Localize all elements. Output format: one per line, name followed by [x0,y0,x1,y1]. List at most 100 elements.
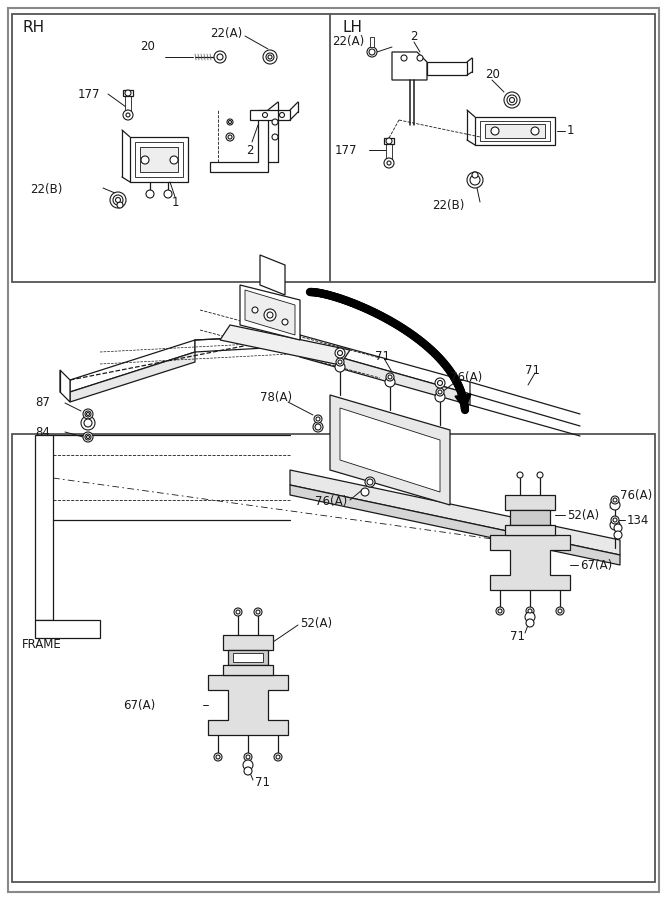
Circle shape [263,112,267,118]
Circle shape [507,95,517,105]
Polygon shape [123,90,133,96]
Polygon shape [260,255,285,295]
Circle shape [81,416,95,430]
Circle shape [525,612,535,622]
Circle shape [517,472,523,478]
Circle shape [83,409,93,419]
Circle shape [504,92,520,108]
Circle shape [85,434,91,440]
Circle shape [388,375,392,379]
Circle shape [264,309,276,321]
Text: 71: 71 [510,631,525,644]
Polygon shape [140,147,178,172]
Circle shape [117,202,123,208]
Circle shape [610,520,620,530]
Text: 87: 87 [35,397,50,410]
Text: LH: LH [342,21,362,35]
Text: 84: 84 [35,426,50,438]
Circle shape [256,610,260,614]
Polygon shape [505,525,555,535]
Polygon shape [130,137,188,182]
Circle shape [496,607,504,615]
Text: 22(A): 22(A) [210,28,242,40]
Circle shape [234,608,242,616]
Circle shape [335,348,345,358]
Polygon shape [330,395,450,505]
Circle shape [227,119,233,125]
Circle shape [272,119,278,125]
Circle shape [216,755,220,759]
Polygon shape [223,635,273,650]
Polygon shape [490,535,570,590]
Circle shape [614,524,622,532]
Text: 67(A): 67(A) [123,698,155,712]
Text: 177: 177 [335,143,358,157]
Polygon shape [240,285,300,340]
Circle shape [335,362,345,372]
Polygon shape [35,435,53,620]
Circle shape [556,607,564,615]
Circle shape [141,156,149,164]
Circle shape [126,113,130,117]
Circle shape [244,767,252,775]
Bar [370,37,374,47]
Polygon shape [135,142,183,177]
Circle shape [610,500,620,510]
Circle shape [267,312,273,318]
Circle shape [491,127,499,135]
Polygon shape [70,352,195,402]
Circle shape [436,388,444,396]
Circle shape [365,477,375,487]
Circle shape [266,53,274,61]
Polygon shape [427,62,467,75]
Circle shape [367,47,377,57]
Polygon shape [250,110,290,120]
Circle shape [386,138,392,144]
Circle shape [252,307,258,313]
Circle shape [528,609,532,613]
Circle shape [438,381,442,385]
Circle shape [338,350,342,356]
Polygon shape [245,290,295,335]
Circle shape [361,488,369,496]
Text: 76(A): 76(A) [315,496,348,508]
Polygon shape [290,485,620,565]
Circle shape [274,753,282,761]
Circle shape [613,518,617,522]
Polygon shape [340,408,440,492]
Circle shape [83,432,93,442]
Text: 1: 1 [172,196,179,210]
Polygon shape [228,650,268,665]
Polygon shape [300,335,470,394]
Text: 52(A): 52(A) [567,508,599,521]
Polygon shape [210,110,268,172]
Circle shape [611,496,619,504]
Circle shape [438,390,442,394]
Circle shape [472,172,478,178]
Bar [12,434,655,882]
Circle shape [369,49,375,55]
Circle shape [558,609,562,613]
Polygon shape [300,346,470,405]
Circle shape [367,479,373,485]
Polygon shape [233,653,263,662]
Polygon shape [475,117,555,145]
Circle shape [272,134,278,140]
Text: RH: RH [22,21,44,35]
Circle shape [313,422,323,432]
Polygon shape [223,665,273,675]
Circle shape [125,90,131,96]
Circle shape [229,121,231,123]
Polygon shape [208,675,288,735]
Circle shape [84,419,92,427]
Circle shape [614,531,622,539]
Bar [386,144,392,160]
Polygon shape [480,121,550,141]
Circle shape [316,417,320,421]
Circle shape [531,127,539,135]
Polygon shape [455,394,471,410]
Bar [12,14,655,282]
Text: 71: 71 [255,777,270,789]
Text: 22(B): 22(B) [432,200,464,212]
Circle shape [498,609,502,613]
